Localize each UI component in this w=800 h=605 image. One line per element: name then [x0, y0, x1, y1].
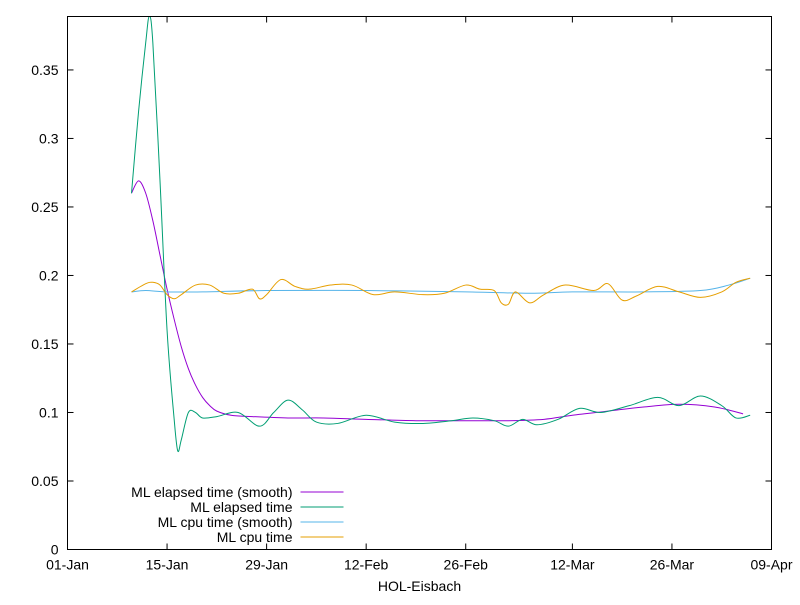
y-tick-label: 0.35	[31, 62, 58, 78]
y-tick-label: 0.3	[39, 130, 59, 146]
series-line-4	[131, 277, 751, 306]
x-tick-label: 15-Jan	[146, 557, 189, 573]
x-tick-label: 26-Mar	[650, 557, 695, 573]
axes-layer	[67, 16, 772, 550]
series-line-3	[131, 277, 751, 294]
series-line-2	[131, 16, 751, 453]
legend: ML elapsed time (smooth)ML elapsed timeM…	[131, 484, 344, 545]
tick-layer: 01-Jan 15-Jan 29-Jan 12-Feb 26-Feb 12-Mar 26-M…	[31, 16, 793, 573]
y-tick-label: 0.15	[31, 336, 58, 352]
y-tick-label: 0	[51, 542, 59, 558]
legend-label: ML elapsed time (smooth)	[131, 484, 292, 500]
y-tick-label: 0.25	[31, 199, 58, 215]
x-axis-label: HOL-Eisbach	[378, 578, 461, 594]
y-tick-label: 0.05	[31, 473, 58, 489]
legend-label: ML cpu time (smooth)	[158, 514, 293, 530]
plot-frame	[67, 16, 772, 550]
legend-label: ML cpu time	[217, 529, 293, 545]
y-tick-label: 0.1	[39, 404, 59, 420]
x-tick-label: 09-Apr	[750, 557, 792, 573]
x-tick-label: 12-Feb	[344, 557, 389, 573]
x-tick-label: 12-Mar	[550, 557, 595, 573]
x-tick-label: 01-Jan	[46, 557, 89, 573]
x-tick-label: 26-Feb	[444, 557, 489, 573]
series-line-1	[131, 180, 744, 422]
y-tick-label: 0.2	[39, 267, 59, 283]
x-tick-label: 29-Jan	[245, 557, 288, 573]
legend-label: ML elapsed time	[190, 499, 292, 515]
series-layer	[131, 16, 751, 453]
